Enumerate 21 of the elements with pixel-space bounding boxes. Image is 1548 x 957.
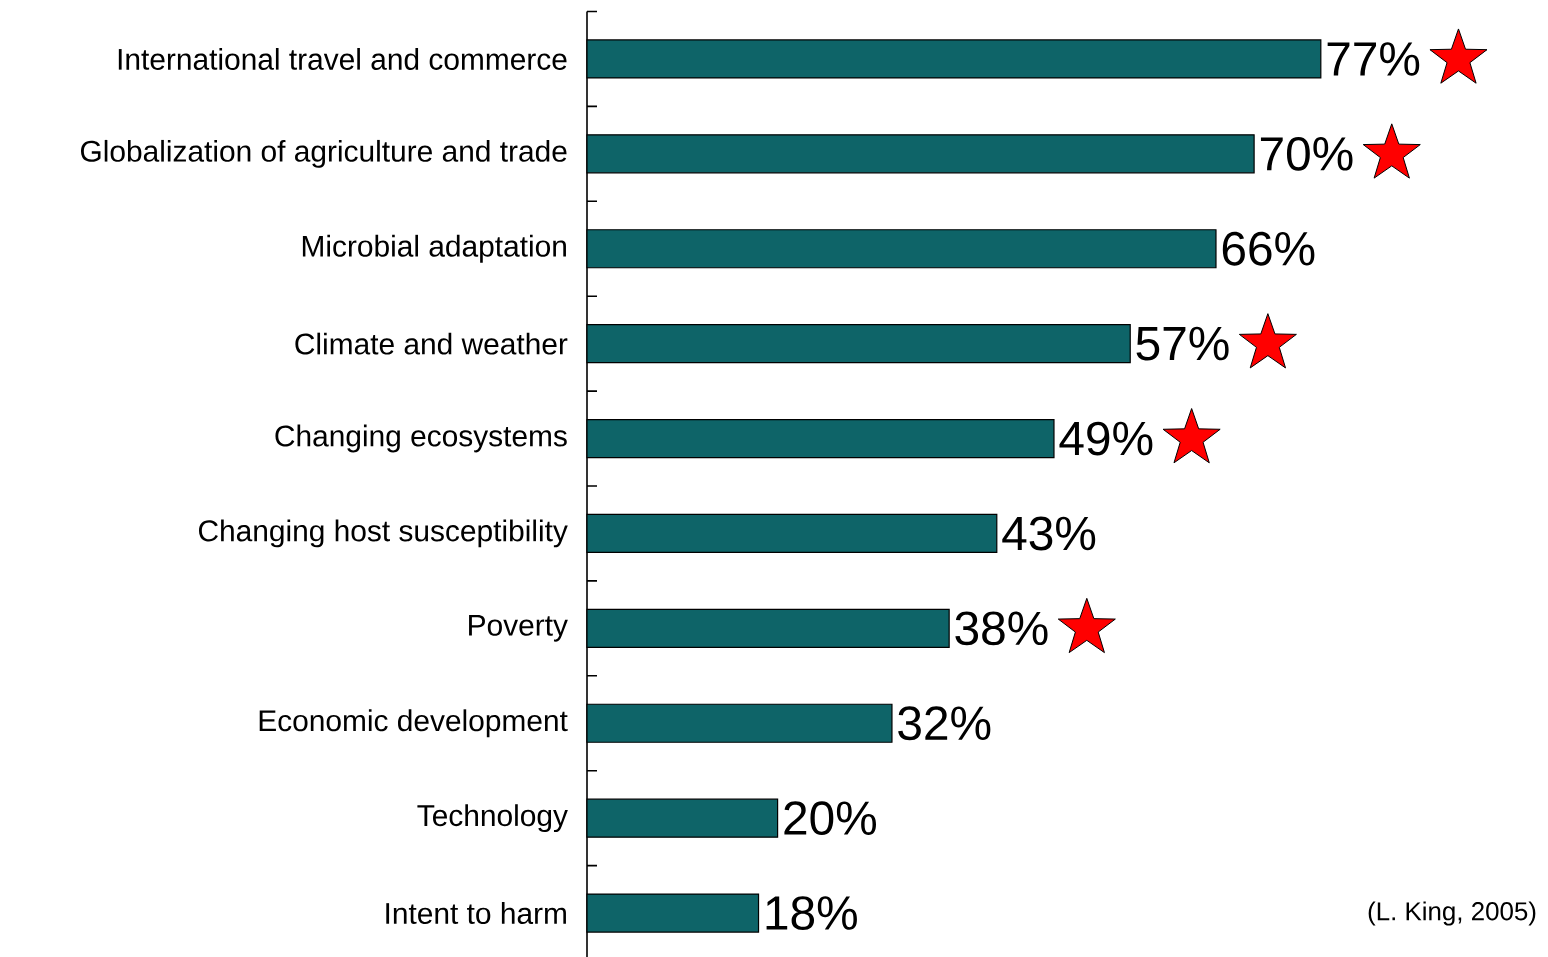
data-label: 18% xyxy=(766,896,857,930)
y-tick-label: Economic development xyxy=(259,709,568,738)
data-label: 43% xyxy=(1002,516,1096,551)
data-label: 49% xyxy=(1059,421,1153,456)
data-label: 32% xyxy=(898,706,991,741)
data-label: 57% xyxy=(1136,326,1229,361)
data-label: 70% xyxy=(1260,136,1353,171)
y-tick-label: Intent to harm xyxy=(386,902,566,925)
y-tick-label: Globalization of agriculture and trade xyxy=(80,139,567,168)
data-label: 77% xyxy=(1327,42,1420,76)
text: (L. King, 2005) xyxy=(1368,901,1536,926)
y-tick-label: Technology xyxy=(417,804,568,833)
data-label: 38% xyxy=(955,611,1048,646)
y-tick-label: Microbial adaptation xyxy=(302,234,566,263)
y-tick-label: Changing ecosystems xyxy=(275,424,567,453)
y-tick-label: International travel and commerce xyxy=(118,47,567,70)
data-label: 20% xyxy=(784,801,876,836)
y-tick-label: Climate and weather xyxy=(295,332,568,355)
y-tick-label: Changing host susceptibility xyxy=(199,519,568,548)
y-tick-label: Poverty xyxy=(469,614,568,642)
data-label: 66% xyxy=(1222,231,1315,266)
